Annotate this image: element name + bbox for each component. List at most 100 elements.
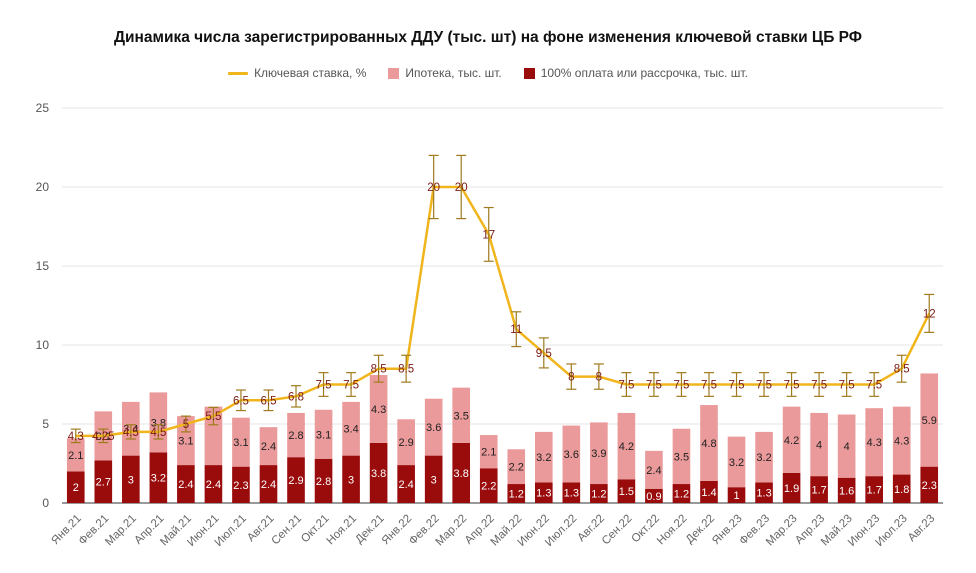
data-label-mortgage: 2.8 bbox=[288, 430, 303, 442]
data-label-mortgage: 3.6 bbox=[564, 449, 579, 461]
data-label-mortgage: 3.2 bbox=[729, 457, 744, 469]
legend-swatch-mortgage bbox=[388, 67, 400, 79]
data-label-key-rate: 7.5 bbox=[784, 380, 800, 392]
data-label-full-payment: 2.3 bbox=[233, 480, 248, 492]
data-label-key-rate: 4.25 bbox=[92, 431, 114, 443]
data-label-key-rate: 6.8 bbox=[288, 391, 304, 403]
bar-full-payment bbox=[562, 482, 581, 503]
bar-mortgage bbox=[177, 416, 195, 466]
data-label-key-rate: 6.5 bbox=[233, 395, 249, 407]
data-label-key-rate: 9.5 bbox=[536, 348, 552, 360]
bar-full-payment bbox=[66, 471, 85, 503]
data-label-key-rate: 7.5 bbox=[316, 380, 332, 392]
data-label-mortgage: 4 bbox=[844, 441, 850, 453]
data-label-full-payment: 2 bbox=[73, 482, 79, 494]
data-label-mortgage: 4.3 bbox=[894, 436, 909, 448]
data-label-mortgage: 4 bbox=[816, 440, 822, 452]
bar-full-payment bbox=[865, 476, 883, 503]
data-label-full-payment: 1.3 bbox=[564, 488, 579, 500]
data-label-key-rate: 4.5 bbox=[150, 427, 166, 439]
data-label-full-payment: 3.2 bbox=[151, 473, 166, 485]
bar-mortgage bbox=[259, 427, 278, 466]
legend-item-full-payment: 100% оплата или рассрочка, тыс. шт. bbox=[523, 66, 748, 80]
x-tick-label: Сен.21 bbox=[269, 513, 304, 548]
bar-mortgage bbox=[204, 406, 223, 466]
data-label-full-payment: 1.8 bbox=[894, 484, 909, 496]
bar-full-payment bbox=[342, 455, 360, 503]
bar-full-payment bbox=[727, 487, 746, 503]
data-label-key-rate: 6.5 bbox=[260, 395, 276, 407]
data-label-full-payment: 1.2 bbox=[674, 489, 689, 501]
data-label-key-rate: 7.5 bbox=[343, 380, 359, 392]
data-label-key-rate: 11 bbox=[510, 324, 522, 336]
bar-full-payment bbox=[397, 465, 415, 503]
bar-mortgage bbox=[617, 412, 636, 480]
data-label-mortgage: 3.2 bbox=[756, 452, 771, 464]
legend-item-mortgage: Ипотека, тыс. шт. bbox=[388, 66, 502, 80]
bar-full-payment bbox=[314, 458, 333, 503]
data-label-full-payment: 1.7 bbox=[811, 485, 826, 497]
data-label-key-rate: 5 bbox=[183, 419, 189, 431]
data-label-full-payment: 2.9 bbox=[288, 475, 303, 487]
x-tick-label: Авг.23 bbox=[906, 513, 938, 545]
x-tick-label: Мар.22 bbox=[434, 513, 470, 549]
y-tick-label: 5 bbox=[42, 417, 49, 431]
data-label-key-rate: 8 bbox=[568, 372, 574, 384]
data-label-mortgage: 4.2 bbox=[784, 435, 799, 447]
bar-mortgage bbox=[562, 425, 581, 483]
data-label-key-rate: 8 bbox=[596, 372, 602, 384]
bar-full-payment bbox=[94, 460, 113, 503]
data-label-full-payment: 2.4 bbox=[398, 479, 413, 491]
bar-mortgage bbox=[452, 387, 471, 443]
bar-mortgage bbox=[590, 422, 608, 485]
data-label-key-rate: 7.5 bbox=[701, 380, 717, 392]
data-label-full-payment: 2.3 bbox=[922, 480, 937, 492]
bar-mortgage bbox=[920, 373, 939, 467]
legend-label-full-payment: 100% оплата или рассрочка, тыс. шт. bbox=[540, 66, 748, 80]
data-label-full-payment: 1.3 bbox=[756, 488, 771, 500]
bar-mortgage bbox=[424, 398, 443, 456]
bar-full-payment bbox=[810, 476, 828, 503]
data-label-full-payment: 2.4 bbox=[261, 479, 276, 491]
bar-full-payment bbox=[232, 466, 250, 503]
data-label-full-payment: 1.2 bbox=[509, 489, 524, 501]
data-label-mortgage: 3.2 bbox=[536, 452, 551, 464]
data-label-full-payment: 1.3 bbox=[536, 488, 551, 500]
data-label-full-payment: 1.6 bbox=[839, 485, 854, 497]
data-label-full-payment: 2.4 bbox=[178, 479, 193, 491]
bar-full-payment bbox=[479, 468, 498, 503]
data-label-key-rate: 4.5 bbox=[123, 427, 139, 439]
data-label-mortgage: 4.3 bbox=[371, 404, 386, 416]
data-label-mortgage: 3.5 bbox=[674, 451, 689, 463]
x-tick-label: Мар.21 bbox=[103, 513, 139, 549]
data-label-mortgage: 2.4 bbox=[261, 441, 276, 453]
bar-full-payment bbox=[287, 457, 305, 503]
data-label-mortgage: 5.9 bbox=[922, 415, 937, 427]
data-label-mortgage: 4.2 bbox=[619, 441, 634, 453]
bar-mortgage bbox=[700, 405, 718, 481]
bar-full-payment bbox=[177, 465, 195, 503]
bar-full-payment bbox=[837, 477, 856, 503]
data-label-key-rate: 7.5 bbox=[646, 380, 662, 392]
y-tick-label: 20 bbox=[36, 180, 50, 194]
legend-line-swatch bbox=[228, 71, 249, 75]
data-label-full-payment: 3 bbox=[348, 474, 354, 486]
data-label-key-rate: 7.5 bbox=[811, 380, 827, 392]
bar-mortgage bbox=[782, 406, 801, 473]
data-label-key-rate: 20 bbox=[455, 182, 468, 194]
bar-mortgage bbox=[479, 435, 498, 469]
data-label-mortgage: 2.9 bbox=[398, 437, 413, 449]
data-label-key-rate: 5.5 bbox=[205, 411, 221, 423]
data-label-key-rate: 7.5 bbox=[729, 380, 745, 392]
bar-mortgage bbox=[645, 450, 663, 489]
data-label-full-payment: 2.4 bbox=[206, 479, 221, 491]
legend-label-key-rate: Ключевая ставка, % bbox=[254, 66, 367, 80]
data-label-mortgage: 2.4 bbox=[646, 465, 661, 477]
data-label-key-rate: 7.5 bbox=[618, 380, 634, 392]
data-label-key-rate: 7.5 bbox=[866, 380, 882, 392]
data-label-key-rate: 7.5 bbox=[839, 380, 855, 392]
y-tick-label: 10 bbox=[36, 338, 50, 352]
bar-mortgage bbox=[755, 431, 773, 483]
bar-mortgage bbox=[727, 436, 746, 488]
